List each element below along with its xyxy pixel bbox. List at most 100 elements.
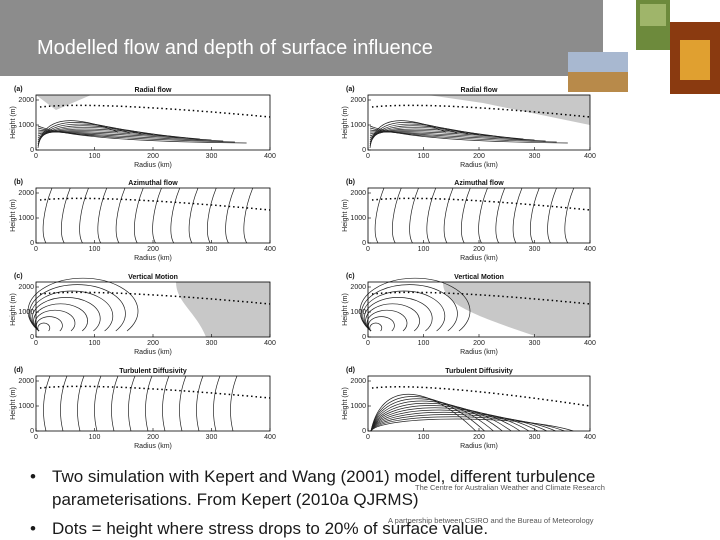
contour-line: [363, 297, 433, 332]
stress-height-dots: [39, 197, 271, 211]
shaded-region: [36, 95, 91, 110]
stress-height-dots: [371, 104, 591, 118]
x-tick-label: 100: [89, 246, 101, 253]
contour-line: [370, 394, 476, 432]
contour-line: [37, 130, 189, 139]
y-tick-label: 0: [362, 428, 366, 435]
shaded-region: [443, 282, 590, 337]
y-tick-label: 1000: [18, 403, 34, 410]
panel-letter: (b): [14, 179, 23, 186]
contour-line: [359, 277, 471, 332]
contour-line: [362, 290, 446, 332]
panel: (c) Vertical Motion 0 1000 2000 0 100 200 300 400…: [10, 273, 276, 356]
y-axis-label: Height (m): [10, 106, 17, 139]
contour-line: [145, 375, 153, 432]
contour-line: [369, 127, 557, 143]
contour-line: [243, 187, 254, 244]
stress-height-dots: [371, 291, 591, 305]
y-tick-label: 1000: [18, 309, 34, 316]
bullet-marker: •: [30, 467, 36, 486]
x-tick-label: 200: [473, 434, 485, 441]
contour-line: [370, 407, 530, 432]
contour-line: [230, 375, 238, 432]
y-tick-label: 2000: [18, 97, 34, 104]
contour-line: [42, 187, 53, 244]
contour-line: [134, 187, 144, 244]
x-tick-label: 100: [89, 434, 101, 441]
shaded-region: [176, 282, 270, 337]
y-tick-label: 0: [362, 334, 366, 341]
stress-height-dots: [371, 197, 591, 211]
x-axis-label: Radius (km): [460, 162, 498, 169]
contour-line: [29, 284, 126, 332]
contour-line: [369, 129, 546, 142]
panel-title: Radial flow: [461, 87, 499, 94]
contour-line: [37, 131, 212, 141]
y-tick-label: 1000: [18, 122, 34, 129]
x-tick-label: 100: [89, 153, 101, 160]
contour-line: [79, 187, 89, 244]
x-tick-label: 100: [418, 246, 430, 253]
contour-line: [60, 375, 68, 432]
bullet-text: Dots = height where stress drops to 20% …: [52, 519, 488, 538]
contour-line: [366, 309, 408, 332]
photo-fire-flame: [680, 40, 710, 80]
contour-line: [461, 187, 471, 244]
contour-line: [30, 290, 114, 332]
contour-line: [77, 375, 85, 432]
x-tick-label: 100: [418, 434, 430, 441]
x-tick-label: 100: [418, 153, 430, 160]
contour-line: [443, 187, 454, 244]
stress-height-dots: [39, 291, 271, 305]
x-tick-label: 400: [264, 153, 276, 160]
slide-title: Modelled flow and depth of surface influ…: [37, 37, 433, 59]
contour-line: [34, 309, 76, 332]
y-axis-label: Height (m): [10, 387, 17, 420]
x-axis-label: Radius (km): [460, 443, 498, 450]
bullet-text: Two simulation with Kepert and Wang (200…: [52, 467, 595, 509]
y-tick-label: 0: [30, 147, 34, 154]
x-tick-label: 300: [206, 246, 218, 253]
y-tick-label: 1000: [350, 215, 366, 222]
plot-frame: [35, 375, 271, 432]
panel-letter: (c): [346, 273, 355, 280]
x-tick-label: 400: [584, 434, 596, 441]
contour-line: [37, 128, 177, 139]
x-tick-label: 300: [206, 434, 218, 441]
x-tick-label: 0: [366, 434, 370, 441]
contour-line: [37, 129, 224, 142]
contour-line: [37, 131, 200, 140]
x-tick-label: 0: [366, 153, 370, 160]
footer-line: A partnership between CSIRO and the Bure…: [388, 516, 594, 525]
contour-line: [188, 187, 199, 244]
y-tick-label: 0: [362, 240, 366, 247]
contour-line: [207, 187, 217, 244]
x-tick-label: 200: [473, 340, 485, 347]
panel-title: Azimuthal flow: [454, 180, 504, 187]
y-tick-label: 2000: [350, 97, 366, 104]
x-tick-label: 0: [366, 246, 370, 253]
x-tick-label: 200: [473, 246, 485, 253]
y-tick-label: 2000: [350, 190, 366, 197]
y-axis-label: Height (m): [342, 293, 349, 326]
contour-line: [196, 375, 204, 432]
footer-line: The Centre for Australian Weather and Cl…: [415, 483, 605, 492]
x-axis-label: Radius (km): [460, 255, 498, 262]
y-tick-label: 0: [30, 240, 34, 247]
x-tick-label: 100: [89, 340, 101, 347]
x-axis-label: Radius (km): [134, 255, 172, 262]
x-tick-label: 400: [264, 340, 276, 347]
contour-line: [37, 322, 51, 332]
y-tick-label: 2000: [350, 284, 366, 291]
panel: (d) Turbulent Diffusivity 0 1000 2000 0 100 200…: [342, 367, 596, 450]
x-tick-label: 200: [147, 434, 159, 441]
x-tick-label: 200: [147, 153, 159, 160]
x-axis-label: Radius (km): [134, 349, 172, 356]
panel-title: Vertical Motion: [128, 274, 178, 281]
contour-line: [170, 187, 181, 244]
x-tick-label: 400: [264, 434, 276, 441]
panel-title: Vertical Motion: [454, 274, 504, 281]
contour-line: [370, 418, 574, 432]
y-tick-label: 1000: [350, 403, 366, 410]
